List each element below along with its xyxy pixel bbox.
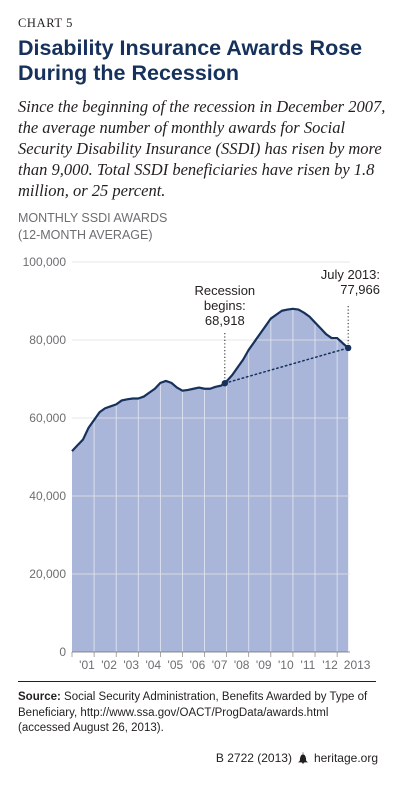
area-fill xyxy=(72,308,349,652)
chart-number: CHART 5 xyxy=(18,16,73,30)
x-tick-label: '02 xyxy=(101,658,117,672)
chart-subtitle: Since the beginning of the recession in … xyxy=(18,97,386,200)
source-text: Social Security Administration, Benefits… xyxy=(18,691,368,734)
x-tick-label: '01 xyxy=(79,658,95,672)
y-axis-label: MONTHLY SSDI AWARDS (12-MONTH AVERAGE) xyxy=(18,210,268,244)
x-tick-label: '11 xyxy=(301,658,316,672)
source-note: Source: Social Security Administration, … xyxy=(18,690,380,737)
y-tick-label: 40,000 xyxy=(29,489,66,503)
y-tick-label: 0 xyxy=(59,645,66,659)
chart-title: Disability Insurance Awards Rose During … xyxy=(18,36,363,85)
footer: B 2722 (2013) heritage.org xyxy=(216,751,378,765)
liberty-bell-icon xyxy=(297,752,308,764)
y-tick-label: 20,000 xyxy=(29,567,66,581)
x-tick-label: '03 xyxy=(123,658,139,672)
annotation-label-july: 77,966 xyxy=(340,282,380,297)
x-tick-label: '08 xyxy=(234,658,250,672)
x-tick-label: '07 xyxy=(212,658,228,672)
y-tick-label: 80,000 xyxy=(29,333,66,347)
y-tick-label: 60,000 xyxy=(29,411,66,425)
source-divider xyxy=(18,681,376,682)
annotation-label-recession: begins: xyxy=(204,298,246,313)
area-chart: 0 20,000 40,000 60,000 80,000 100,000 '01 '02 '0… xyxy=(23,255,380,672)
x-tick-label: '05 xyxy=(168,658,184,672)
annotation-label-july: July 2013: xyxy=(321,267,380,282)
annotation-point-july xyxy=(344,344,352,352)
y-axis-label-line2: (12-MONTH AVERAGE) xyxy=(18,228,153,242)
series-line xyxy=(71,307,349,452)
x-tick-label: 2013 xyxy=(344,658,371,672)
trend-dotted-line xyxy=(224,347,349,384)
x-tick-label: '12 xyxy=(322,658,338,672)
annotation-label-recession: 68,918 xyxy=(205,313,245,328)
x-tick-label: '09 xyxy=(256,658,272,672)
y-axis-label-line1: MONTHLY SSDI AWARDS xyxy=(18,211,168,225)
annotation-label-recession: Recession xyxy=(194,283,255,298)
x-tick-label: '10 xyxy=(278,658,294,672)
x-tick-label: '06 xyxy=(190,658,206,672)
annotation-point-recession xyxy=(221,380,229,387)
x-tick-label: '04 xyxy=(145,658,161,672)
report-code: B 2722 (2013) xyxy=(215,751,292,765)
y-tick-label: 100,000 xyxy=(23,255,67,269)
source-label: Source: xyxy=(18,691,61,703)
site-name: heritage.org xyxy=(313,751,378,765)
